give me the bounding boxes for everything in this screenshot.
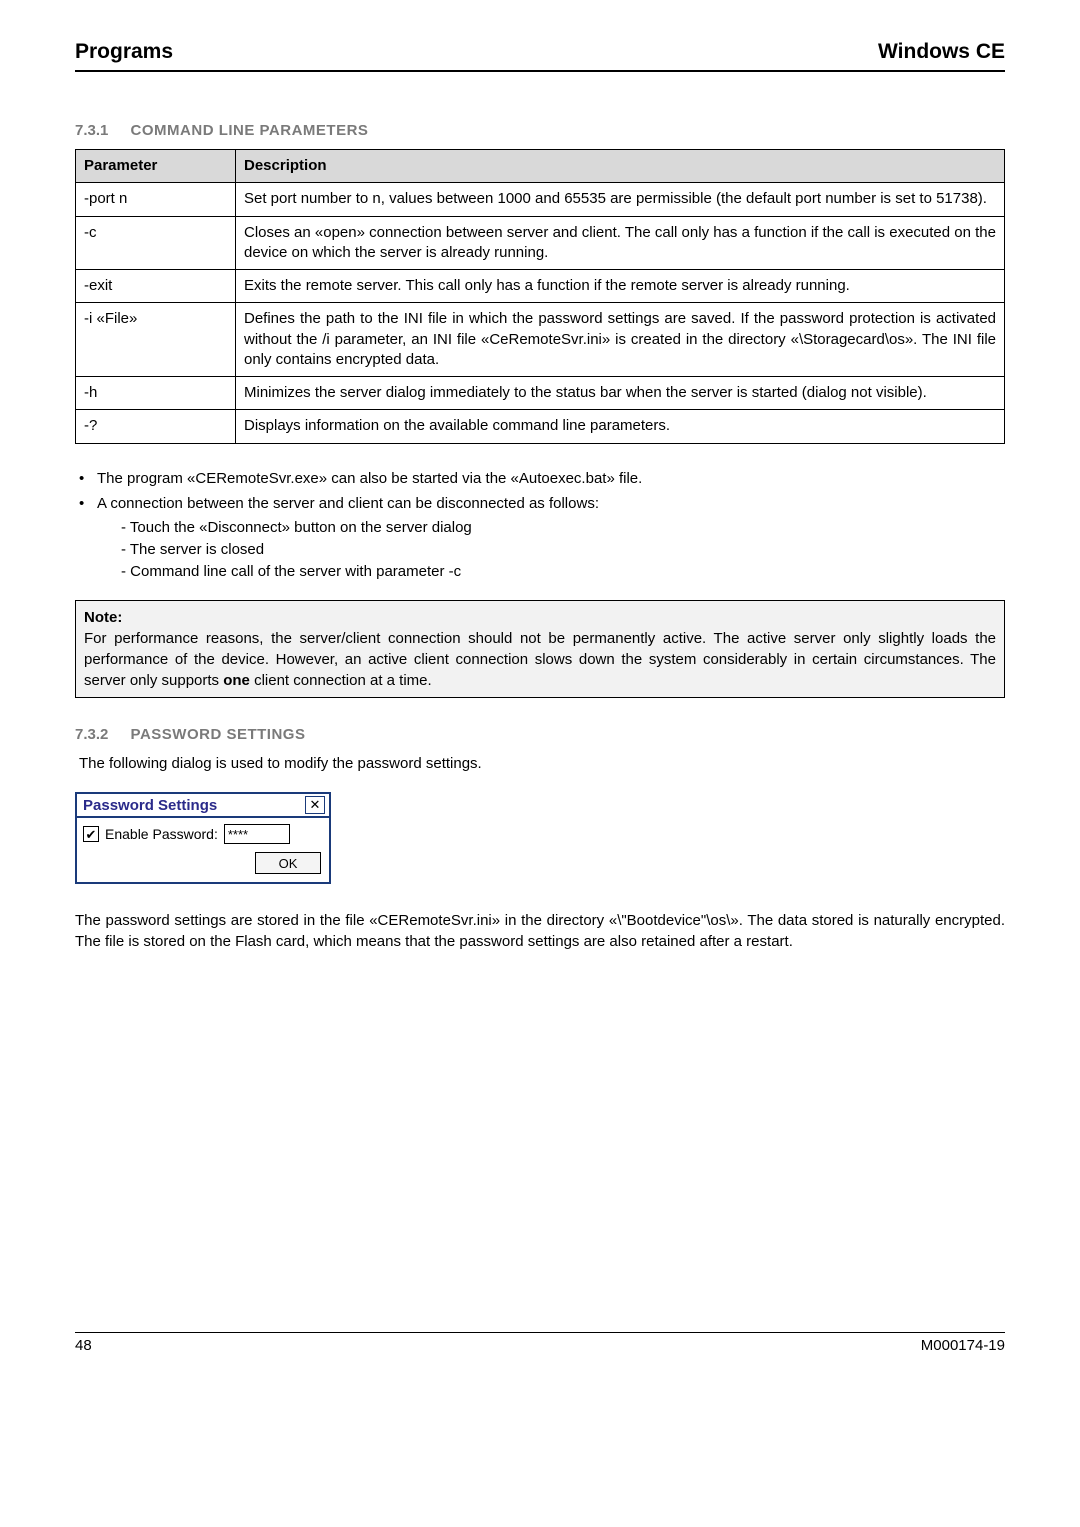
col-parameter: Parameter — [76, 150, 236, 183]
page-footer: 48 M000174-19 — [75, 1332, 1005, 1354]
sub-item: - Touch the «Disconnect» button on the s… — [121, 517, 1005, 539]
sub-item: - Command line call of the server with p… — [121, 561, 1005, 583]
section-heading-731: 7.3.1 COMMAND LINE PARAMETERS — [75, 122, 1005, 139]
table-row: -i «File» Defines the path to the INI fi… — [76, 303, 1005, 377]
ok-button[interactable]: OK — [255, 852, 321, 874]
table-row: -port n Set port number to n, values bet… — [76, 183, 1005, 216]
section-title: COMMAND LINE PARAMETERS — [131, 122, 369, 139]
bullet-list: The program «CERemoteSvr.exe» can also b… — [75, 468, 1005, 583]
list-item-text: A connection between the server and clie… — [97, 495, 599, 512]
list-item: The program «CERemoteSvr.exe» can also b… — [75, 468, 1005, 490]
page-header: Programs Windows CE — [75, 40, 1005, 72]
cell-param: -exit — [76, 270, 236, 303]
note-box: Note: For performance reasons, the serve… — [75, 600, 1005, 698]
cell-param: -port n — [76, 183, 236, 216]
section-intro: The following dialog is used to modify t… — [79, 753, 1005, 774]
dialog-titlebar: Password Settings ✕ — [77, 794, 329, 818]
cell-param: -? — [76, 410, 236, 443]
cell-desc: Displays information on the available co… — [236, 410, 1005, 443]
section-heading-732: 7.3.2 PASSWORD SETTINGS — [75, 726, 1005, 743]
doc-id: M000174-19 — [921, 1337, 1005, 1354]
dialog-body: ✔ Enable Password: OK — [77, 818, 329, 882]
section-number: 7.3.2 — [75, 726, 108, 743]
section-number: 7.3.1 — [75, 122, 108, 139]
col-description: Description — [236, 150, 1005, 183]
close-icon[interactable]: ✕ — [305, 796, 325, 814]
parameter-table: Parameter Description -port n Set port n… — [75, 149, 1005, 444]
cell-param: -h — [76, 377, 236, 410]
password-input[interactable] — [224, 824, 290, 844]
note-bold: one — [223, 672, 250, 689]
table-row: -exit Exits the remote server. This call… — [76, 270, 1005, 303]
enable-password-label: Enable Password: — [105, 826, 218, 842]
note-body-pre: For performance reasons, the server/clie… — [84, 630, 996, 689]
cell-param: -c — [76, 216, 236, 270]
cell-desc: Set port number to n, values between 100… — [236, 183, 1005, 216]
cell-desc: Closes an «open» connection between serv… — [236, 216, 1005, 270]
table-row: -c Closes an «open» connection between s… — [76, 216, 1005, 270]
cell-desc: Minimizes the server dialog immediately … — [236, 377, 1005, 410]
password-paragraph: The password settings are stored in the … — [75, 910, 1005, 952]
header-left: Programs — [75, 40, 173, 64]
table-row: -h Minimizes the server dialog immediate… — [76, 377, 1005, 410]
table-row: -? Displays information on the available… — [76, 410, 1005, 443]
page-number: 48 — [75, 1337, 92, 1354]
sub-item: - The server is closed — [121, 539, 1005, 561]
ok-row: OK — [83, 852, 323, 874]
table-header-row: Parameter Description — [76, 150, 1005, 183]
dialog-title: Password Settings — [83, 797, 217, 814]
note-title: Note: — [84, 609, 122, 626]
password-settings-dialog: Password Settings ✕ ✔ Enable Password: O… — [75, 792, 331, 884]
list-item: A connection between the server and clie… — [75, 493, 1005, 582]
enable-password-checkbox[interactable]: ✔ — [83, 826, 99, 842]
cell-desc: Exits the remote server. This call only … — [236, 270, 1005, 303]
cell-desc: Defines the path to the INI file in whic… — [236, 303, 1005, 377]
section-title: PASSWORD SETTINGS — [131, 726, 306, 743]
header-right: Windows CE — [878, 40, 1005, 64]
cell-param: -i «File» — [76, 303, 236, 377]
note-body-post: client connection at a time. — [250, 672, 432, 689]
enable-password-row: ✔ Enable Password: — [83, 824, 323, 844]
